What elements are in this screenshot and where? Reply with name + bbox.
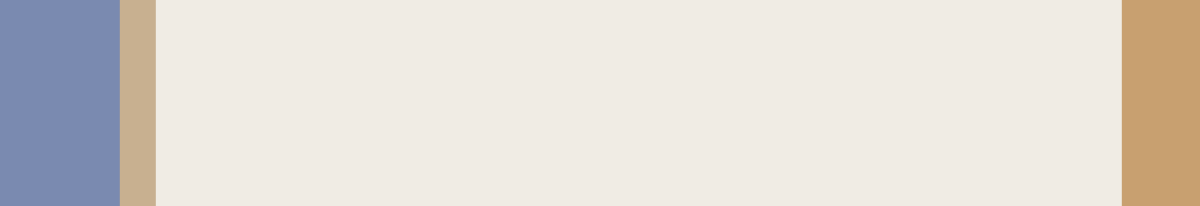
Bar: [0, 0, 120, 206]
Bar: [1122, 0, 1200, 206]
Text: 1.: 1.: [174, 14, 187, 28]
Point: [272, 35, 292, 39]
Point: [188, 159, 208, 162]
Bar: [120, 0, 180, 206]
Text: Q$_3$= +1 $\mu$C: Q$_3$= +1 $\mu$C: [288, 8, 360, 25]
Bar: [156, 0, 1140, 206]
FancyBboxPatch shape: [522, 33, 1164, 181]
Text: 60°: 60°: [370, 146, 390, 159]
Text: 60°: 60°: [316, 62, 336, 75]
Text: $(k = 9 \cdot 10^9$ N $\cdot$ m$^2\!/_{C^2})$: $(k = 9 \cdot 10^9$ N $\cdot$ m$^2\!/_{C…: [774, 136, 907, 154]
Text: 1.  Calculate and find the direction of the net Coulomb force: 1. Calculate and find the direction of t…: [540, 54, 930, 67]
Text: Q$_1$= -2 $\mu$C: Q$_1$= -2 $\mu$C: [456, 175, 522, 192]
Text: Q$_2$= +5 $\mu$C: Q$_2$= +5 $\mu$C: [186, 175, 258, 192]
Text: effecting on the charge Q$_3$.: effecting on the charge Q$_3$.: [540, 136, 716, 153]
Point: [458, 159, 478, 162]
